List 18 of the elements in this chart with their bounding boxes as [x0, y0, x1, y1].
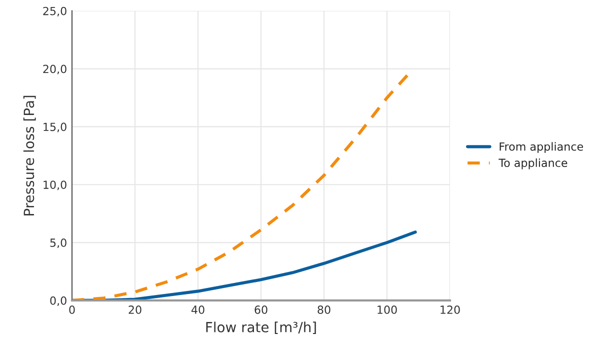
- x-tick-label: 100: [378, 306, 397, 314]
- y-tick-label: 5,0: [50, 238, 66, 248]
- legend-label: To appliance: [498, 158, 568, 170]
- x-axis-title: Flow rate [m³/h]: [206, 322, 316, 334]
- x-tick-label: 40: [191, 306, 204, 314]
- line-series: [72, 72, 411, 300]
- x-tick-label: 0: [69, 306, 75, 314]
- x-tick-label: 60: [254, 306, 268, 314]
- x-tick-label: 120: [440, 306, 460, 314]
- y-tick-label: 25,0: [43, 6, 66, 16]
- x-tick-label: 20: [128, 306, 142, 314]
- legend-label: From appliance: [500, 142, 584, 153]
- y-tick-label: 20,0: [43, 64, 66, 74]
- y-axis-title: Pressure loss [Pa]: [23, 96, 36, 216]
- y-tick-label: 15,0: [44, 122, 66, 132]
- x-tick-label: 80: [318, 306, 330, 314]
- y-tick-label: 0,0: [50, 296, 66, 306]
- y-tick-label: 10,0: [44, 180, 66, 190]
